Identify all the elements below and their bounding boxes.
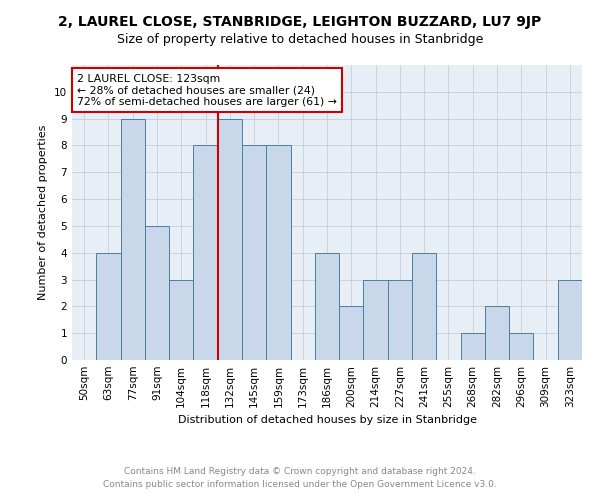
Bar bbox=[485, 306, 509, 360]
Bar bbox=[169, 280, 193, 360]
Bar bbox=[193, 146, 218, 360]
Bar bbox=[461, 333, 485, 360]
Bar bbox=[509, 333, 533, 360]
Text: 2, LAUREL CLOSE, STANBRIDGE, LEIGHTON BUZZARD, LU7 9JP: 2, LAUREL CLOSE, STANBRIDGE, LEIGHTON BU… bbox=[58, 15, 542, 29]
Bar bbox=[242, 146, 266, 360]
Bar bbox=[388, 280, 412, 360]
Bar bbox=[412, 252, 436, 360]
Bar bbox=[315, 252, 339, 360]
Bar bbox=[364, 280, 388, 360]
Bar bbox=[218, 118, 242, 360]
Bar bbox=[96, 252, 121, 360]
Bar bbox=[339, 306, 364, 360]
Bar bbox=[558, 280, 582, 360]
Text: Contains HM Land Registry data © Crown copyright and database right 2024.
Contai: Contains HM Land Registry data © Crown c… bbox=[103, 468, 497, 489]
Text: 2 LAUREL CLOSE: 123sqm
← 28% of detached houses are smaller (24)
72% of semi-det: 2 LAUREL CLOSE: 123sqm ← 28% of detached… bbox=[77, 74, 337, 107]
X-axis label: Distribution of detached houses by size in Stanbridge: Distribution of detached houses by size … bbox=[178, 416, 476, 426]
Bar bbox=[266, 146, 290, 360]
Bar bbox=[145, 226, 169, 360]
Text: Size of property relative to detached houses in Stanbridge: Size of property relative to detached ho… bbox=[117, 32, 483, 46]
Y-axis label: Number of detached properties: Number of detached properties bbox=[38, 125, 49, 300]
Bar bbox=[121, 118, 145, 360]
